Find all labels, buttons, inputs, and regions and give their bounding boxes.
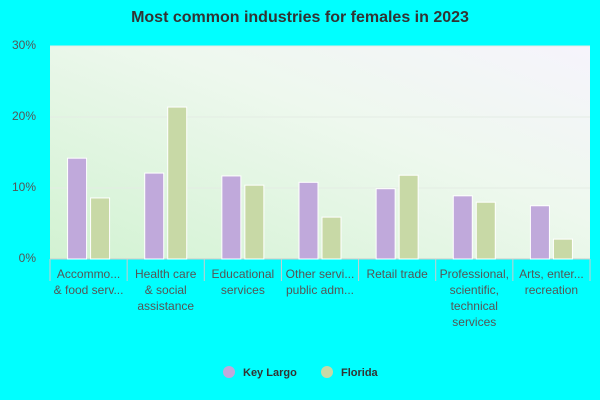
- x-tick-label: services: [221, 283, 265, 297]
- x-tick-label: & social: [145, 283, 187, 297]
- x-tick-label: assistance: [137, 299, 194, 313]
- x-tick-label: & food serv...: [54, 283, 124, 297]
- legend-label: Florida: [341, 367, 379, 379]
- bar: [298, 181, 319, 260]
- bar: [375, 188, 396, 260]
- y-tick-label: 10%: [12, 180, 36, 194]
- bar: [221, 175, 242, 260]
- x-tick-label: services: [452, 315, 496, 329]
- x-tick-label: scientific,: [450, 283, 499, 297]
- y-tick-label: 0%: [19, 251, 37, 265]
- bar: [475, 201, 496, 260]
- x-tick-label: Accommo...: [57, 267, 120, 281]
- bar: [167, 106, 188, 260]
- bar: [529, 205, 550, 260]
- bar: [452, 195, 473, 260]
- y-tick-label: 20%: [12, 109, 36, 123]
- bar: [144, 172, 165, 260]
- bar: [398, 174, 419, 260]
- x-tick-label: recreation: [525, 283, 578, 297]
- legend-swatch: [223, 366, 235, 378]
- x-tick-label: public adm...: [286, 283, 354, 297]
- bar: [552, 238, 573, 260]
- legend-label: Key Largo: [243, 367, 297, 379]
- y-tick-label: 30%: [12, 38, 36, 52]
- bar: [90, 197, 111, 260]
- x-tick-label: Professional,: [440, 267, 509, 281]
- bar: [244, 184, 265, 260]
- x-tick-label: Retail trade: [366, 267, 428, 281]
- x-tick-label: Arts, enter...: [519, 267, 584, 281]
- plot-area: [50, 46, 590, 259]
- x-tick-label: technical: [451, 299, 498, 313]
- x-tick-label: Other servi...: [286, 267, 355, 281]
- bar: [321, 216, 342, 260]
- chart-title: Most common industries for females in 20…: [131, 9, 469, 26]
- bar: [67, 157, 88, 260]
- x-tick-label: Health care: [135, 267, 197, 281]
- x-tick-label: Educational: [211, 267, 274, 281]
- legend-swatch: [321, 366, 333, 378]
